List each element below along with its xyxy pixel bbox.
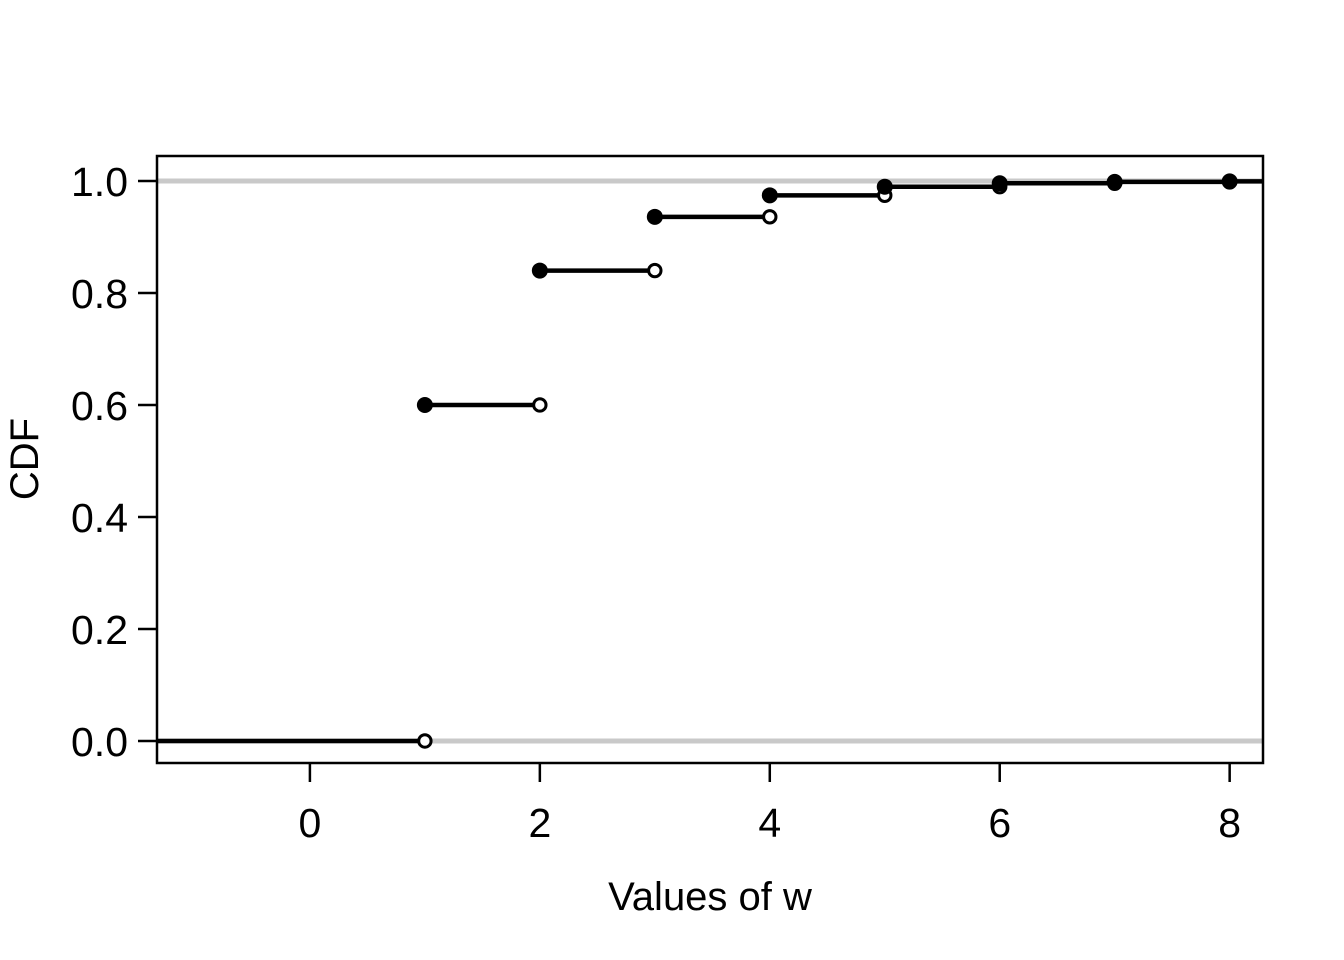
- y-axis-tick-label: 0.2: [71, 607, 128, 653]
- cdf-filled-point: [416, 396, 433, 413]
- x-axis-title: Values of w: [608, 875, 812, 919]
- y-axis-tick-label: 0.8: [71, 271, 128, 317]
- cdf-filled-point: [991, 175, 1008, 192]
- x-axis-tick-label: 4: [758, 800, 781, 846]
- cdf-filled-point: [531, 262, 548, 279]
- cdf-filled-point: [646, 208, 663, 225]
- cdf-open-point: [762, 209, 778, 225]
- y-axis-title: CDF: [3, 418, 47, 500]
- x-axis-tick-label: 8: [1218, 800, 1241, 846]
- cdf-open-point: [417, 733, 433, 749]
- y-axis-tick-label: 0.0: [71, 719, 128, 765]
- cdf-filled-point: [1221, 173, 1238, 190]
- cdf-filled-point: [761, 187, 778, 204]
- cdf-open-point: [647, 262, 663, 279]
- x-axis-tick-label: 6: [988, 800, 1011, 846]
- cdf-filled-point: [1106, 173, 1123, 190]
- x-axis-tick-label: 0: [299, 800, 322, 846]
- cdf-filled-point: [876, 178, 893, 195]
- plot-content: 0 2 4 6 8 0.0 0.2 0.4 0.6 0.8 1.0: [71, 159, 1263, 846]
- plot-border: [155, 154, 1265, 765]
- y-axis-tick-label: 0.6: [71, 383, 128, 429]
- cdf-open-point: [532, 397, 548, 413]
- y-axis-tick-label: 1.0: [71, 159, 128, 205]
- x-axis-tick-label: 2: [528, 800, 551, 846]
- y-axis-tick-label: 0.4: [71, 495, 128, 541]
